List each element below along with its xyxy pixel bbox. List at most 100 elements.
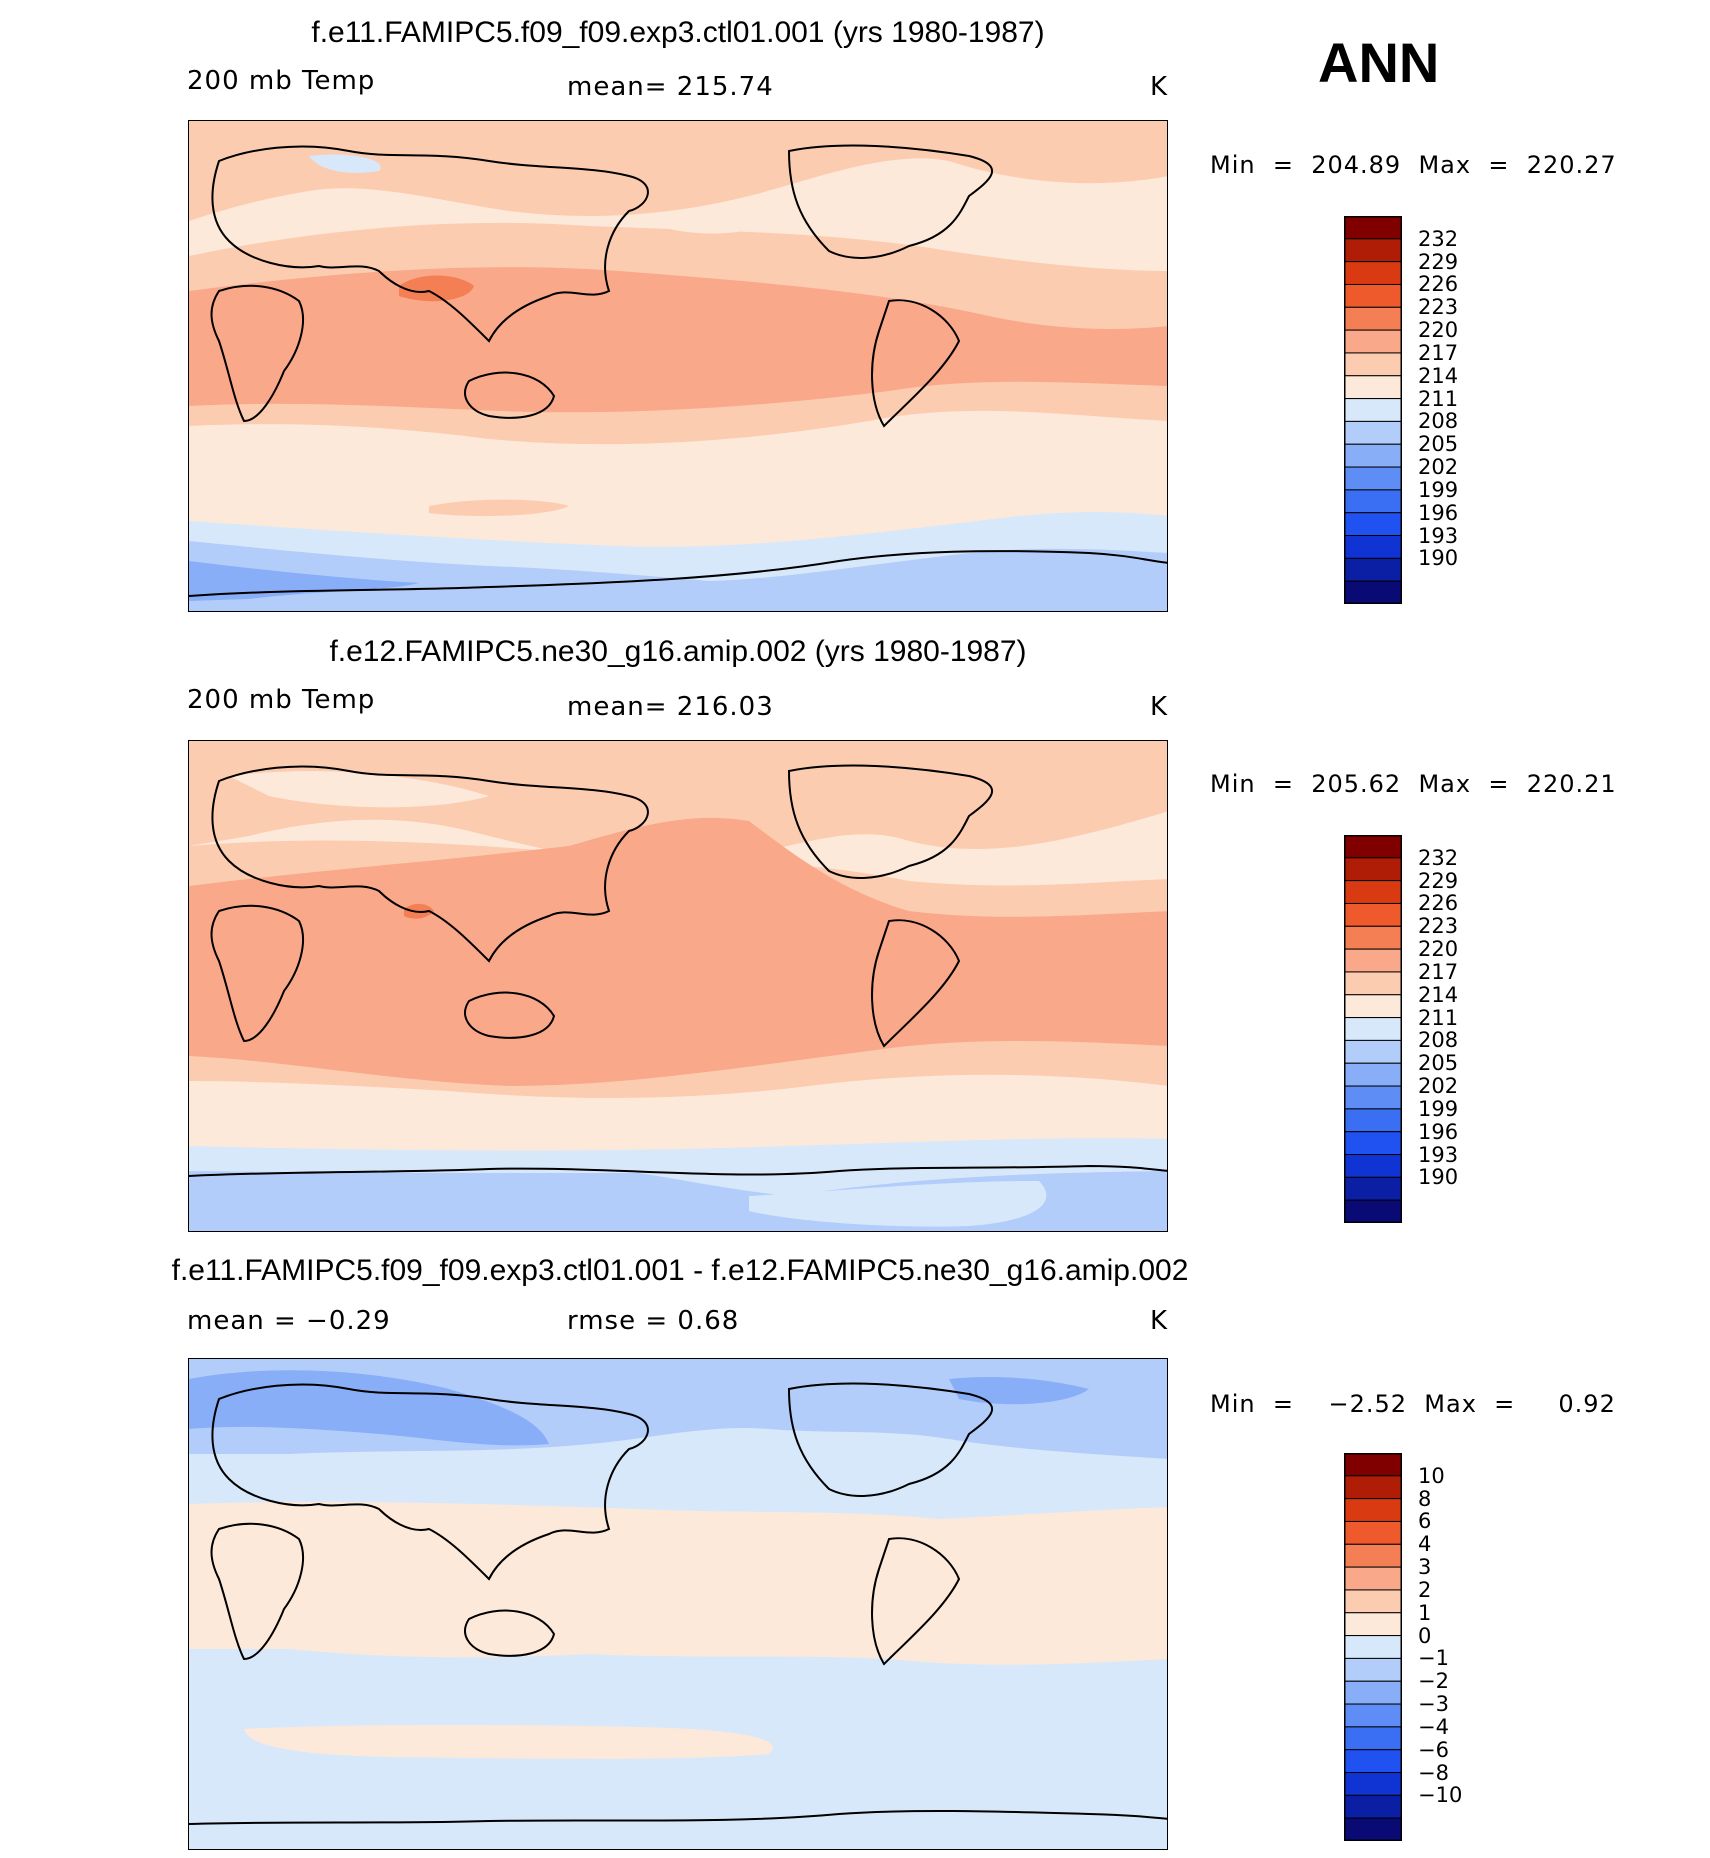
- panel-3-contour-plot: [189, 1359, 1167, 1849]
- panel-1-field-205-208: [189, 541, 1167, 611]
- colorbar-tick-label: 3: [1418, 1555, 1432, 1580]
- colorbar-swatch: [1344, 994, 1402, 1019]
- colorbar-swatch: [1344, 466, 1402, 491]
- panel-1-colorbar: [1344, 216, 1402, 604]
- colorbar-swatch: [1344, 1176, 1402, 1201]
- colorbar-swatch: [1344, 1131, 1402, 1156]
- panel-2-coastline-eurasia: [211, 765, 649, 963]
- colorbar-swatch: [1344, 1680, 1402, 1705]
- panel-2-coastline-south-america: [871, 919, 961, 1048]
- panel-1-variable-label: 200 mb Temp: [187, 66, 376, 96]
- colorbar-tick-label: 226: [1418, 891, 1459, 916]
- panel-1-field-208-211-arctic: [309, 154, 381, 173]
- panel-3-field-minus3-minus2: [189, 1370, 549, 1446]
- panel-1-coastline-south-america: [871, 299, 961, 428]
- colorbar-tick-label: 6: [1418, 1509, 1432, 1534]
- season-label: ANN: [1318, 31, 1440, 94]
- colorbar-swatch: [1344, 375, 1402, 400]
- panel-2-coastline-north-america: [787, 764, 994, 879]
- colorbar-tick-label: 190: [1418, 1165, 1459, 1190]
- panel-2-map: [188, 740, 1168, 1232]
- colorbar-tick-label: 220: [1418, 937, 1459, 962]
- colorbar-swatch: [1344, 1199, 1402, 1223]
- panel-3-coastline-north-america: [787, 1382, 994, 1497]
- colorbar-swatch: [1344, 1520, 1402, 1545]
- colorbar-swatch: [1344, 1453, 1402, 1477]
- panel-2-min-max: Min = 205.62 Max = 220.21: [1210, 770, 1617, 798]
- panel-2-colorbar-swatches: [1344, 835, 1402, 1223]
- panel-1-coastline-australia: [464, 371, 556, 419]
- panel-1-field-220-223: [399, 275, 474, 302]
- colorbar-tick-label: 4: [1418, 1532, 1432, 1557]
- colorbar-swatch: [1344, 1566, 1402, 1591]
- colorbar-tick-label: −8: [1418, 1760, 1449, 1785]
- panel-1-coastline-africa: [210, 284, 304, 423]
- panel-1-units-label: K: [1150, 72, 1169, 102]
- colorbar-tick-label: 193: [1418, 1142, 1459, 1167]
- colorbar-swatch: [1344, 1657, 1402, 1682]
- panel-2-field-211-214-europe: [229, 771, 489, 808]
- colorbar-swatch: [1344, 902, 1402, 927]
- panel-1-title: f.e11.FAMIPC5.f09_f09.exp3.ctl01.001 (yr…: [311, 16, 1045, 49]
- colorbar-swatch: [1344, 1635, 1402, 1659]
- colorbar-tick-label: −10: [1418, 1783, 1463, 1808]
- colorbar-swatch: [1344, 1108, 1402, 1133]
- colorbar-swatch: [1344, 971, 1402, 996]
- panel-3-coastline-africa: [210, 1522, 304, 1661]
- colorbar-swatch: [1344, 925, 1402, 950]
- panel-3-coastlines: [189, 1382, 1167, 1825]
- panel-2-title: f.e12.FAMIPC5.ne30_g16.amip.002 (yrs 198…: [329, 635, 1027, 668]
- colorbar-swatch: [1344, 329, 1402, 354]
- colorbar-swatch: [1344, 948, 1402, 973]
- colorbar-tick-label: 193: [1418, 523, 1459, 548]
- colorbar-tick-label: −1: [1418, 1646, 1449, 1671]
- colorbar-tick-label: 205: [1418, 1051, 1459, 1076]
- panel-3-mean-label: mean = −0.29: [187, 1306, 391, 1336]
- colorbar-swatch: [1344, 1039, 1402, 1064]
- colorbar-swatch: [1344, 1726, 1402, 1751]
- colorbar-swatch: [1344, 1772, 1402, 1796]
- colorbar-swatch: [1344, 557, 1402, 582]
- colorbar-swatch: [1344, 216, 1402, 240]
- colorbar-swatch: [1344, 1154, 1402, 1178]
- colorbar-tick-label: 229: [1418, 868, 1459, 893]
- colorbar-tick-label: 211: [1418, 386, 1459, 411]
- panel-3-coastline-eurasia: [211, 1383, 649, 1581]
- colorbar-tick-label: 217: [1418, 959, 1459, 984]
- colorbar-tick-label: 232: [1418, 845, 1459, 870]
- colorbar-tick-label: 208: [1418, 1028, 1459, 1053]
- colorbar-swatch: [1344, 1017, 1402, 1041]
- panel-1-coastline-eurasia: [211, 145, 649, 343]
- panel-1-field-211-214-atlantic: [989, 223, 1119, 243]
- panel-1-map: [188, 120, 1168, 612]
- colorbar-tick-label: 232: [1418, 226, 1459, 251]
- panel-1-coastline-north-america: [787, 144, 994, 259]
- panel-1-contour-plot: [189, 121, 1167, 611]
- colorbar-tick-label: 10: [1418, 1463, 1445, 1488]
- colorbar-tick-label: 217: [1418, 340, 1459, 365]
- panel-1-coastline-antarctica: [189, 550, 1167, 597]
- panel-1-coastlines: [189, 144, 1167, 597]
- colorbar-swatch: [1344, 512, 1402, 537]
- panel-1-field-214-217-south: [429, 499, 569, 517]
- panel-2-field-211-214-atlantic: [1009, 864, 1129, 883]
- colorbar-tick-label: 2: [1418, 1577, 1432, 1602]
- panel-1-field-217-220: [189, 267, 1167, 413]
- colorbar-swatch: [1344, 1749, 1402, 1774]
- panel-3-colorbar: [1344, 1453, 1402, 1841]
- panel-3-field-minus3-minus2-canada: [949, 1377, 1089, 1405]
- colorbar-tick-label: 196: [1418, 500, 1459, 525]
- panel-3-rmse-label: rmse = 0.68: [567, 1306, 740, 1336]
- panel-2-field-214-217-north: [189, 741, 1167, 864]
- panel-1-field-214-217-north: [189, 121, 1167, 221]
- panel-3-coastline-antarctica: [189, 1809, 1167, 1825]
- colorbar-tick-label: 211: [1418, 1005, 1459, 1030]
- colorbar-swatch: [1344, 398, 1402, 422]
- colorbar-swatch: [1344, 1475, 1402, 1500]
- panel-2-variable-label: 200 mb Temp: [187, 685, 376, 715]
- panel-2-coastline-australia: [464, 991, 556, 1039]
- panel-3-field-0-1-tropics: [189, 1501, 1167, 1665]
- panel-2-coastline-antarctica: [189, 1164, 1167, 1177]
- colorbar-swatch: [1344, 857, 1402, 882]
- colorbar-swatch: [1344, 238, 1402, 263]
